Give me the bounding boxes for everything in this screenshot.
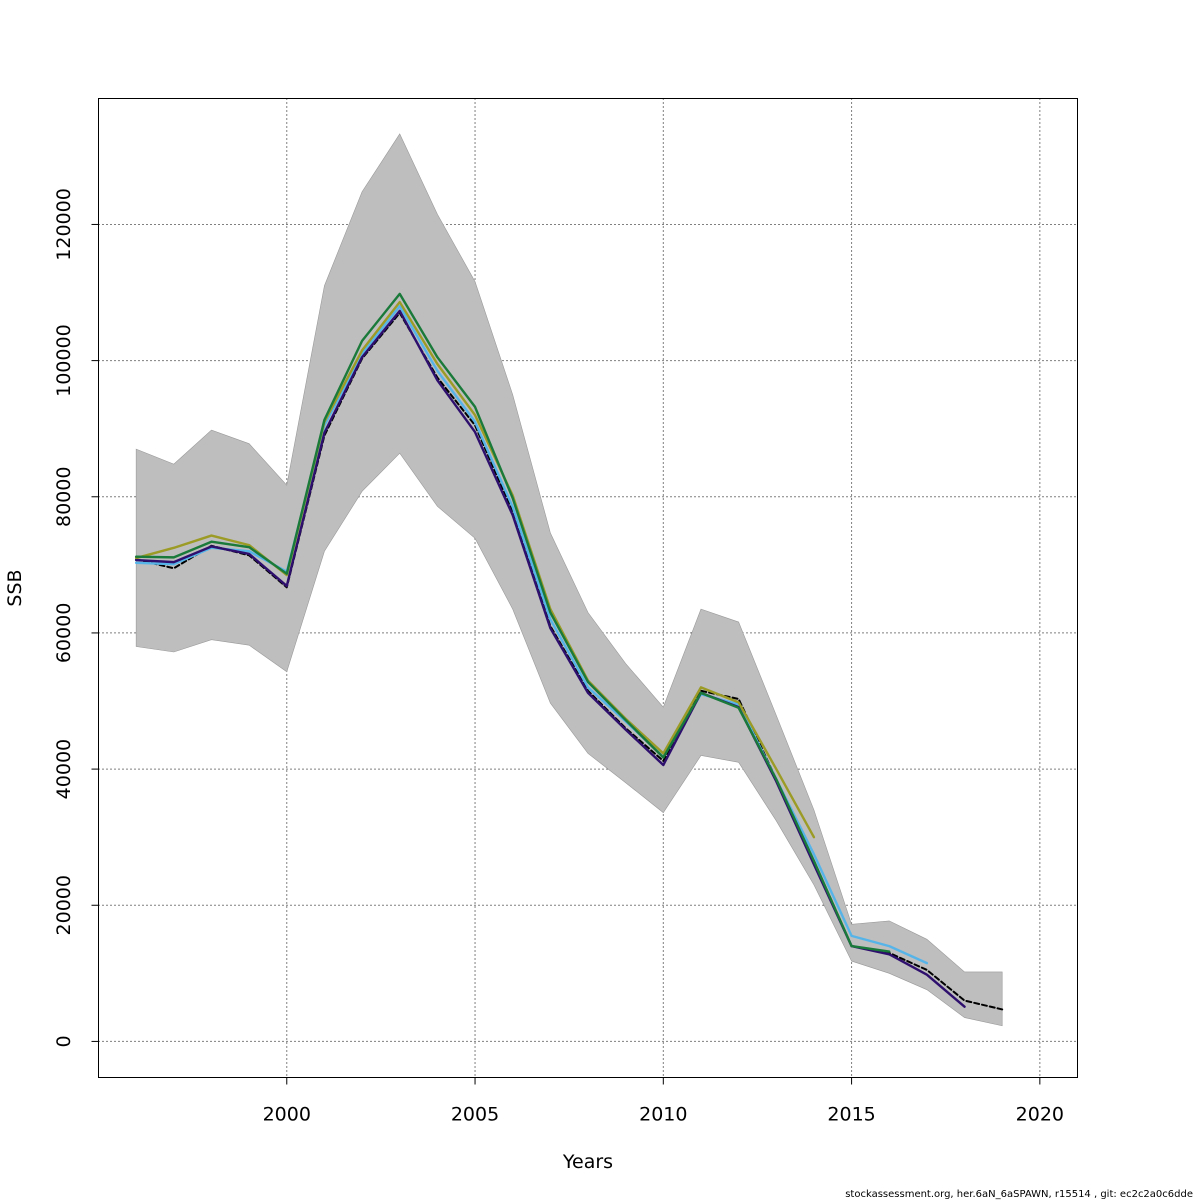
x-tick-label-2010: 2010 [639,1104,687,1126]
y-tick-label-20000: 20000 [53,875,75,935]
plot-frame [98,98,1078,1078]
x-tick-label-2005: 2005 [451,1104,499,1126]
y-tick-label-0: 0 [53,1035,75,1047]
footer-note: stockassessment.org, her.6aN_6aSPAWN, r1… [845,1189,1193,1200]
x-axis: 2000 2005 2010 2015 2020 [263,1077,1064,1126]
y-tick-label-80000: 80000 [53,467,75,527]
y-axis: 0 20000 40000 60000 80000 100000 120000 [53,188,99,1047]
series-line-3 [134,300,816,839]
x-tick-label-2020: 2020 [1016,1104,1064,1126]
y-tick-label-100000: 100000 [53,324,75,397]
y-axis-title: SSB [4,569,26,606]
y-tick-label-120000: 120000 [53,188,75,261]
series-line-5 [134,292,891,953]
series-lines [134,292,1004,1011]
x-tick-label-2000: 2000 [263,1104,311,1126]
y-tick-label-40000: 40000 [53,739,75,799]
x-axis-title: Years [562,1151,613,1173]
y-tick-label-60000: 60000 [53,603,75,663]
x-tick-label-2015: 2015 [827,1104,875,1126]
